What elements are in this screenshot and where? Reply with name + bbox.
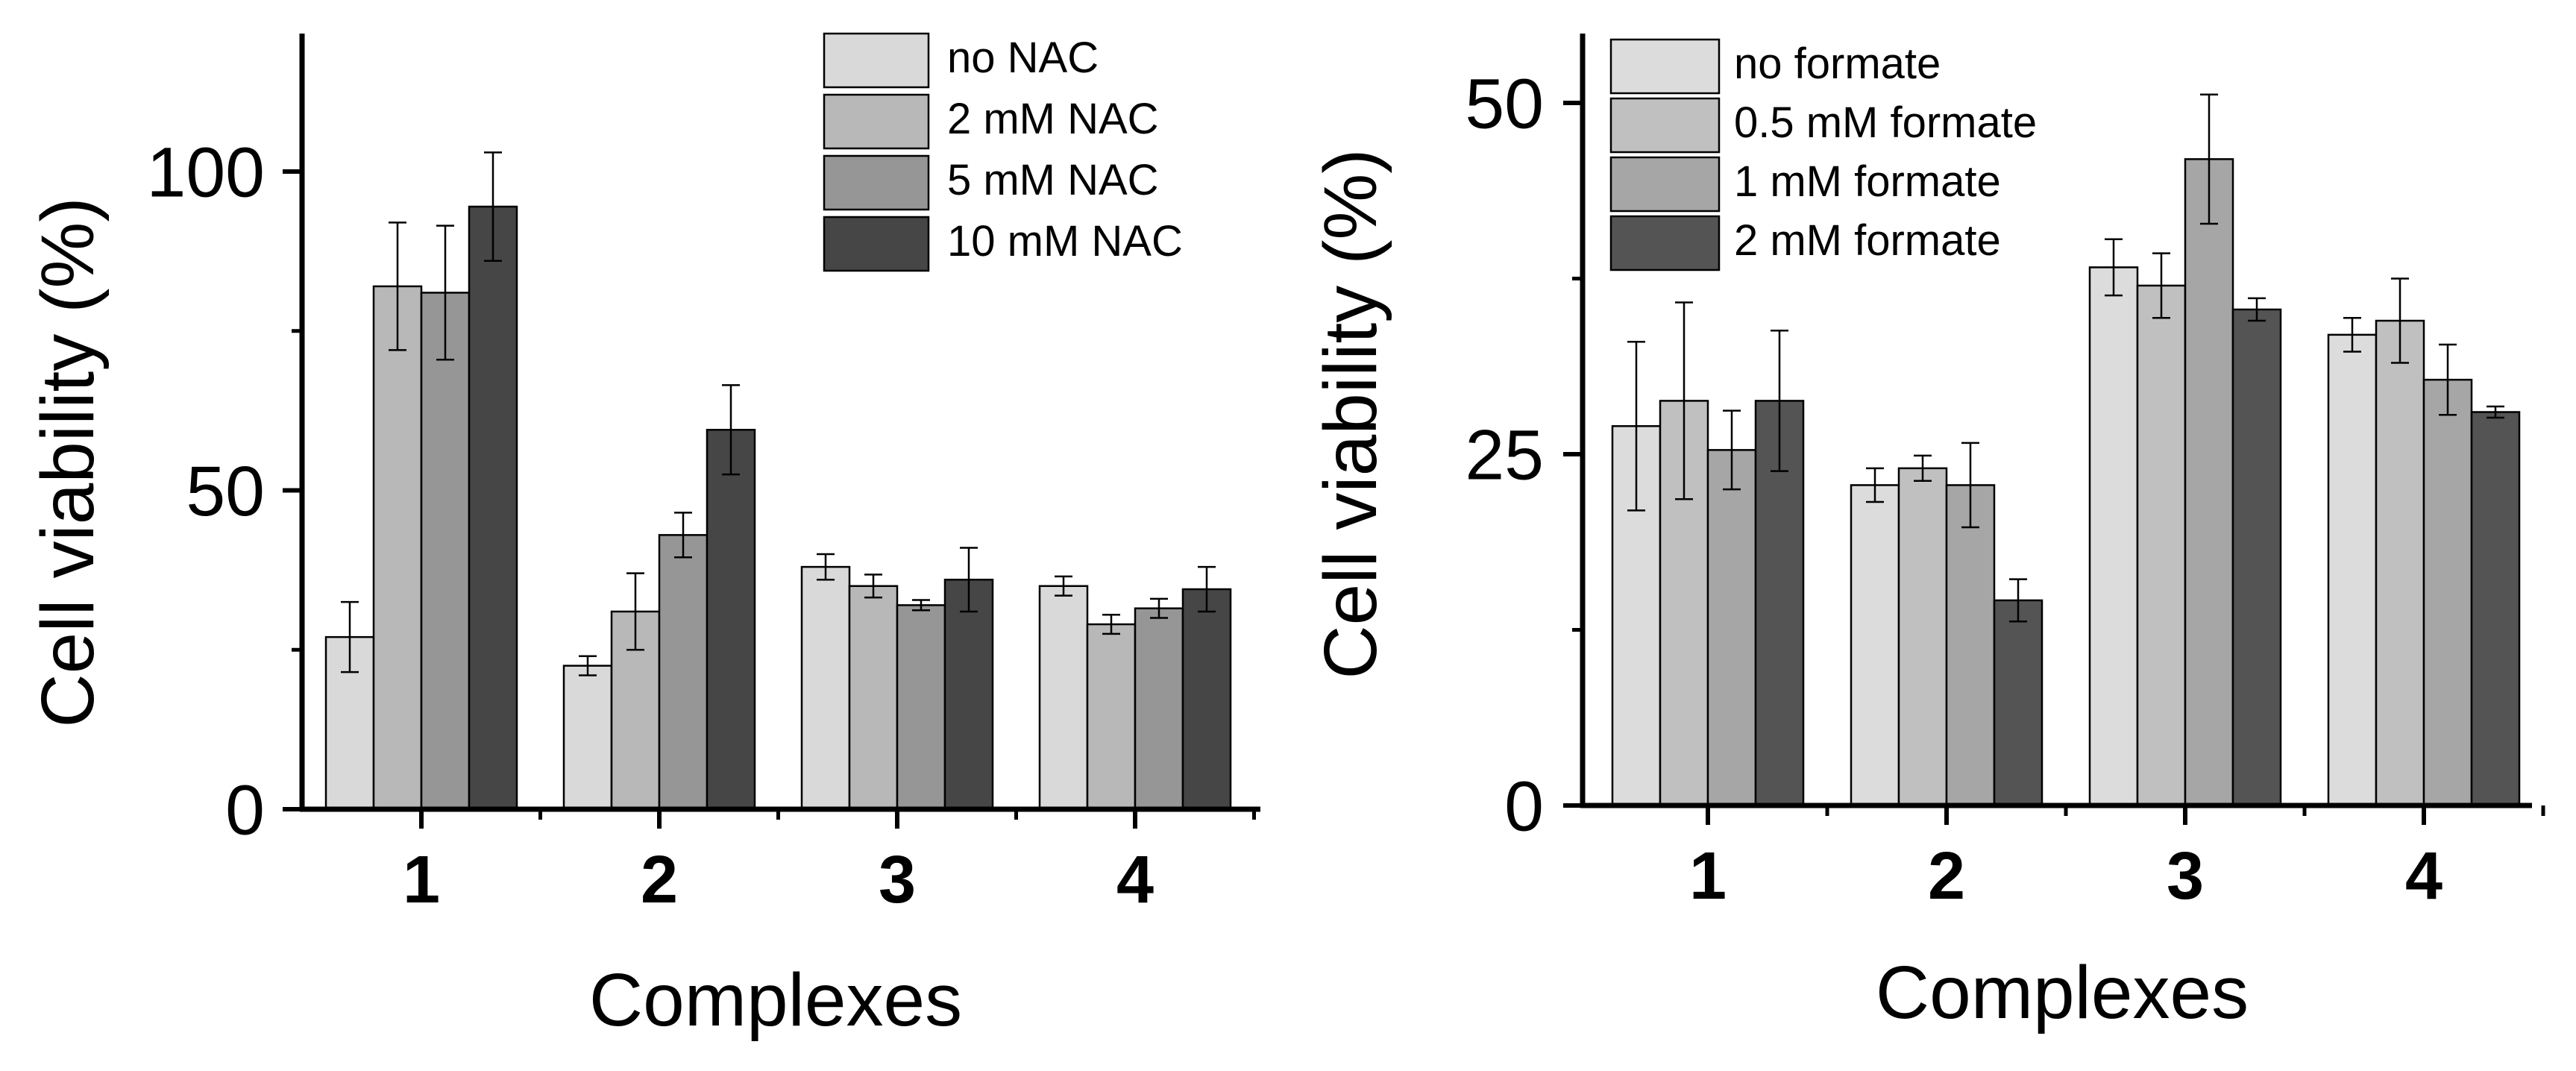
bar [1086,623,1137,811]
legend-swatch [1609,38,1721,95]
x-tick-label: 2 [641,843,678,917]
legend-swatch [1609,156,1721,213]
legend-swatch [823,93,930,150]
x-tick-label: 3 [879,843,916,917]
legend-label: 1 mM formate [1734,157,2001,206]
y-tick-label: 25 [1465,415,1544,494]
bar [1134,607,1184,811]
bar [1038,585,1089,811]
x-axis-title: Complexes [589,958,962,1042]
y-tick-label: 0 [1504,767,1544,846]
x-tick-label: 2 [1928,839,1965,914]
y-tick-label: 50 [1465,64,1544,143]
bar [2231,308,2282,807]
y-tick-label: 100 [146,133,265,212]
panel-nac: 0 50 100 1 2 3 4 Complexes Cell viability (%) no … [26,32,1260,1042]
legend-swatch [823,154,930,211]
legend-swatch [1609,97,1721,154]
x-tick-label: 1 [403,843,440,917]
y-axis-title: Cell viability (%) [26,197,110,727]
legend-label: 5 mM NAC [947,156,1159,204]
x-axis-title: Complexes [1876,951,2249,1034]
bar [1706,449,1757,807]
bar [800,565,851,811]
legend-label: no formate [1734,40,1941,88]
legend-swatch [1609,215,1721,271]
bar [658,534,709,811]
legend-label: 0.5 mM formate [1734,98,2037,147]
x-tick-label: 1 [1689,839,1727,914]
bar [2470,411,2521,807]
bar [896,604,946,811]
bar [372,285,423,811]
bar [562,665,613,811]
legend-swatch [823,32,930,89]
bar [1850,484,1900,807]
bar [2375,319,2425,807]
bar [1181,588,1232,811]
bar [420,292,471,811]
bar [848,585,899,811]
x-tick-label: 4 [2405,839,2443,914]
bar [1945,484,1996,807]
y-tick-label: 0 [225,770,265,849]
bar [706,429,756,811]
legend-swatch [823,216,930,272]
bar [2184,158,2234,807]
legend-label: 10 mM NAC [947,217,1183,266]
bar [2422,378,2473,807]
bar [1897,467,1948,807]
bar [2088,266,2139,807]
bar [943,578,994,811]
y-axis-title: Cell viability (%) [1309,148,1392,679]
legend-label: no NAC [947,34,1099,82]
bar [468,205,518,811]
x-tick-label: 4 [1116,843,1154,917]
bar [1993,599,2043,807]
panel-formate: 0 25 50 1 2 3 4 Complexes Cell viability (%) no f… [1309,34,2545,1034]
legend-label: 2 mM formate [1734,216,2001,265]
bar [2327,333,2378,807]
legend-label: 2 mM NAC [947,95,1159,143]
bar [2136,284,2187,807]
x-tick-label: 3 [2167,839,2204,914]
y-tick-label: 50 [186,452,265,531]
